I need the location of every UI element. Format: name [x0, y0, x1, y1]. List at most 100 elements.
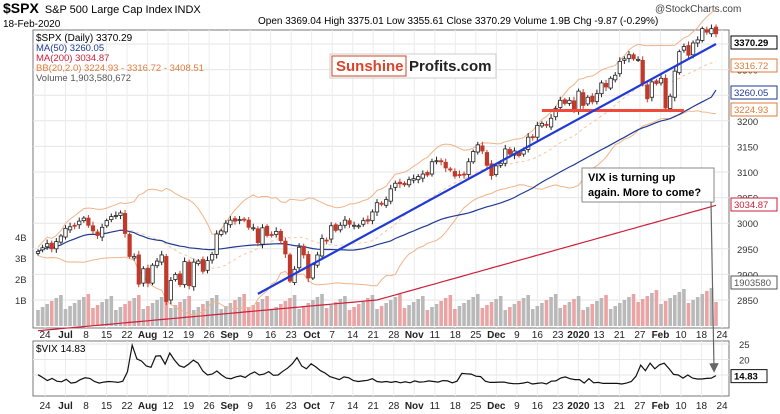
- candle-body: [196, 260, 201, 265]
- volume-bar: [508, 307, 512, 326]
- x-tick-label: 9: [514, 330, 520, 341]
- volume-bar: [503, 310, 508, 326]
- volume-bar: [402, 308, 407, 326]
- candle-body: [397, 181, 403, 185]
- candle-body: [228, 219, 233, 226]
- x-tick-label: Oct: [303, 401, 320, 412]
- candle-body: [617, 61, 622, 75]
- volume-bar: [485, 305, 489, 326]
- annotation-line1: VIX is turning up: [588, 172, 676, 184]
- volume-bar: [311, 300, 315, 326]
- y-tick-label: 2850: [737, 296, 758, 307]
- volume-bar: [169, 308, 173, 326]
- candle-body: [672, 70, 677, 98]
- x-tick-label: 26: [204, 401, 216, 412]
- candle-body: [168, 280, 173, 301]
- volume-bar: [146, 306, 150, 326]
- candle-body: [690, 42, 696, 56]
- candle-body: [347, 220, 352, 225]
- candle-body: [118, 212, 123, 216]
- x-tick-label: 18: [450, 401, 462, 412]
- candle-body: [420, 173, 425, 179]
- volume-bar: [553, 294, 558, 326]
- x-tick-label: Nov: [405, 330, 424, 341]
- volume-bar: [72, 303, 77, 326]
- candle-body: [640, 59, 645, 84]
- y-tick-label: 3100: [737, 168, 758, 179]
- vix-legend: $VIX 14.83: [36, 344, 86, 355]
- candle-body: [274, 230, 279, 235]
- candle-body: [471, 151, 476, 163]
- volume-bar: [462, 303, 466, 326]
- candle-body: [654, 80, 659, 84]
- volume-bar: [691, 300, 695, 326]
- volume-bar: [613, 306, 618, 326]
- volume-bar: [366, 298, 370, 326]
- vix-annotation: VIX is turning up again. More to come?: [581, 167, 719, 373]
- x-tick-label: 25: [470, 330, 482, 341]
- vix-last-box: [730, 369, 768, 384]
- candle-body: [182, 261, 187, 286]
- x-tick-label: Oct: [303, 330, 320, 341]
- y-tick-label: 3200: [737, 117, 758, 128]
- volume-bar: [640, 299, 645, 326]
- volume-bar: [155, 300, 159, 326]
- candle-body: [452, 171, 457, 177]
- ohlc-summary: Open 3369.04 High 3375.01 Low 3355.61 Cl…: [258, 16, 658, 27]
- volume-bar: [201, 304, 205, 326]
- candle-body: [104, 220, 109, 227]
- candle-body: [613, 74, 618, 81]
- volume-bar: [187, 296, 191, 326]
- candle-body: [45, 243, 50, 248]
- volume-bar: [315, 297, 320, 326]
- candle-body: [338, 224, 343, 231]
- candle-body: [535, 125, 540, 138]
- x-tick-label: 21: [368, 330, 380, 341]
- volume-tick-label: 2B: [15, 275, 27, 286]
- candle-body: [319, 238, 325, 257]
- volume-bar: [668, 298, 672, 326]
- candle-body: [150, 264, 155, 284]
- volume-bar: [343, 296, 347, 326]
- x-tick-label: 15: [101, 401, 113, 412]
- volume-bar: [576, 296, 581, 326]
- x-tick-label: 10: [675, 401, 687, 412]
- volume-bar: [659, 304, 663, 326]
- annotation-line2: again. More to come?: [588, 187, 701, 199]
- y-tick-label: 3150: [737, 142, 758, 153]
- candle-body: [507, 149, 512, 155]
- vix-line: [37, 342, 717, 385]
- candle-body: [132, 256, 137, 259]
- candle-body: [416, 176, 421, 181]
- candle-body: [191, 261, 196, 288]
- volume-bar: [45, 304, 49, 326]
- volume-bar: [599, 298, 604, 326]
- volume-bar: [654, 290, 659, 326]
- x-tick-label: 15: [101, 330, 113, 341]
- x-tick-label: 27: [634, 401, 646, 412]
- volume-bar: [123, 304, 127, 326]
- candle-body: [232, 218, 238, 222]
- candle-body: [530, 136, 535, 139]
- volume-bar: [109, 296, 114, 326]
- x-tick-label: 23: [286, 330, 298, 341]
- candle-body: [113, 215, 118, 217]
- volume-bar: [288, 298, 292, 326]
- candle-body: [686, 45, 691, 56]
- candle-body: [480, 145, 485, 152]
- volume-bar: [682, 289, 686, 326]
- annotation-arrow: [709, 201, 719, 373]
- volume-bar: [54, 298, 59, 326]
- x-tick-label: Dec: [487, 330, 506, 341]
- volume-bar: [104, 299, 109, 326]
- candle-body: [251, 227, 256, 230]
- volume-bar: [448, 295, 453, 326]
- price-tag-box: [730, 58, 778, 73]
- x-tick-label: 9: [247, 330, 253, 341]
- x-tick-label: 26: [204, 330, 216, 341]
- volume-bar: [375, 309, 379, 326]
- volume-bar: [301, 306, 306, 326]
- volume-bar: [705, 291, 709, 326]
- x-tick-label: 2020: [567, 401, 590, 412]
